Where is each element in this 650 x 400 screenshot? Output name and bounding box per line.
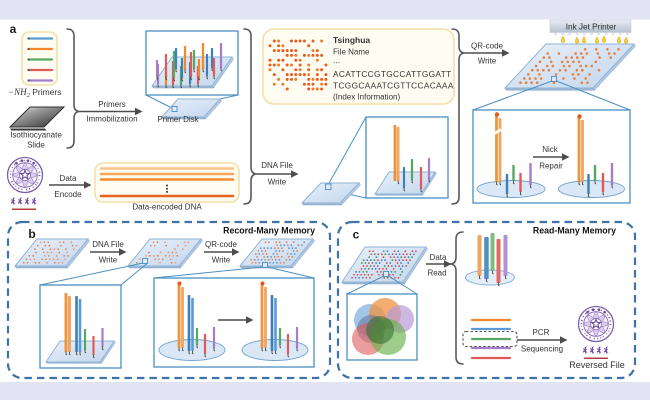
svg-text:Ink Jet Printer: Ink Jet Printer (566, 23, 617, 32)
svg-text:Write: Write (268, 178, 287, 187)
svg-text:PCR: PCR (533, 328, 550, 337)
svg-text:ACATTCCGTGCCATTGGATT: ACATTCCGTGCCATTGGATT (333, 69, 452, 79)
svg-text:Read-Many Memory: Read-Many Memory (533, 226, 616, 236)
svg-text:(Index Information): (Index Information) (333, 93, 400, 102)
svg-text:Tsinghua: Tsinghua (333, 35, 370, 45)
svg-text:Encode: Encode (54, 190, 82, 199)
svg-text:Immobilization: Immobilization (86, 115, 137, 124)
svg-text:QR-code: QR-code (471, 42, 504, 51)
svg-text:Repair: Repair (539, 162, 563, 171)
svg-text:Nick: Nick (542, 145, 559, 154)
svg-text:QR-code: QR-code (205, 240, 238, 249)
svg-text:...: ... (333, 55, 340, 65)
svg-text:Write: Write (99, 256, 118, 265)
svg-text:c: c (353, 228, 360, 242)
svg-text:TCGGCAAATCGTTCCACAAA: TCGGCAAATCGTTCCACAAA (333, 81, 454, 91)
svg-text:Sequencing: Sequencing (521, 345, 563, 354)
svg-text:Write: Write (478, 57, 497, 66)
svg-text:DNA File: DNA File (261, 161, 293, 170)
svg-text:Primer Disk: Primer Disk (157, 115, 199, 124)
svg-text:Reversed File: Reversed File (569, 360, 625, 370)
svg-text:−NH2 Primers: −NH2 Primers (8, 87, 61, 99)
svg-text:File Name: File Name (333, 48, 370, 57)
svg-text:Write: Write (212, 256, 231, 265)
svg-text:Read: Read (427, 269, 446, 278)
svg-text:Record-Many Memory: Record-Many Memory (223, 226, 315, 236)
svg-text:Data: Data (60, 174, 77, 183)
svg-text:Primers: Primers (98, 100, 126, 109)
svg-text:Data-encoded DNA: Data-encoded DNA (132, 203, 202, 212)
svg-text:Isothiocyanate: Isothiocyanate (10, 131, 62, 140)
svg-text:b: b (28, 227, 35, 241)
svg-text:Data: Data (430, 253, 447, 262)
svg-text:a: a (10, 22, 17, 36)
svg-text:Slide: Slide (27, 141, 45, 150)
svg-text:DNA File: DNA File (92, 240, 124, 249)
